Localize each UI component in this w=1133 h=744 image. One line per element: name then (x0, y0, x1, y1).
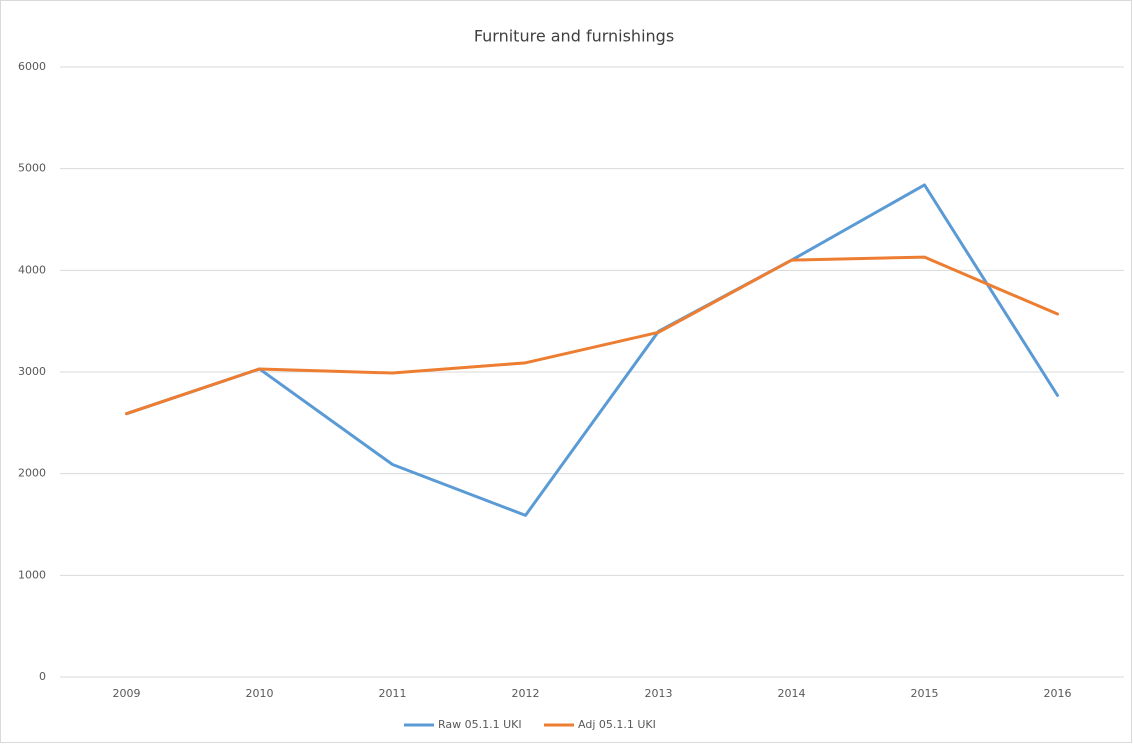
x-tick-label: 2015 (911, 687, 939, 700)
x-tick-label: 2012 (512, 687, 540, 700)
y-tick-label: 4000 (18, 263, 46, 276)
y-tick-label: 2000 (18, 467, 46, 480)
x-tick-label: 2013 (645, 687, 673, 700)
chart-title: Furniture and furnishings (474, 27, 674, 46)
x-tick-label: 2009 (113, 687, 141, 700)
y-tick-label: 5000 (18, 162, 46, 175)
x-tick-label: 2014 (778, 687, 806, 700)
series-line (125, 183, 1059, 517)
x-tick-label: 2016 (1044, 687, 1072, 700)
legend-label: Raw 05.1.1 UKI (438, 718, 522, 731)
legend-label: Adj 05.1.1 UKI (578, 718, 656, 731)
y-tick-label: 3000 (18, 365, 46, 378)
y-tick-label: 0 (39, 670, 46, 683)
y-tick-label: 6000 (18, 60, 46, 73)
series-line (125, 255, 1059, 416)
x-tick-label: 2010 (246, 687, 274, 700)
x-tick-label: 2011 (379, 687, 407, 700)
y-tick-label: 1000 (18, 568, 46, 581)
